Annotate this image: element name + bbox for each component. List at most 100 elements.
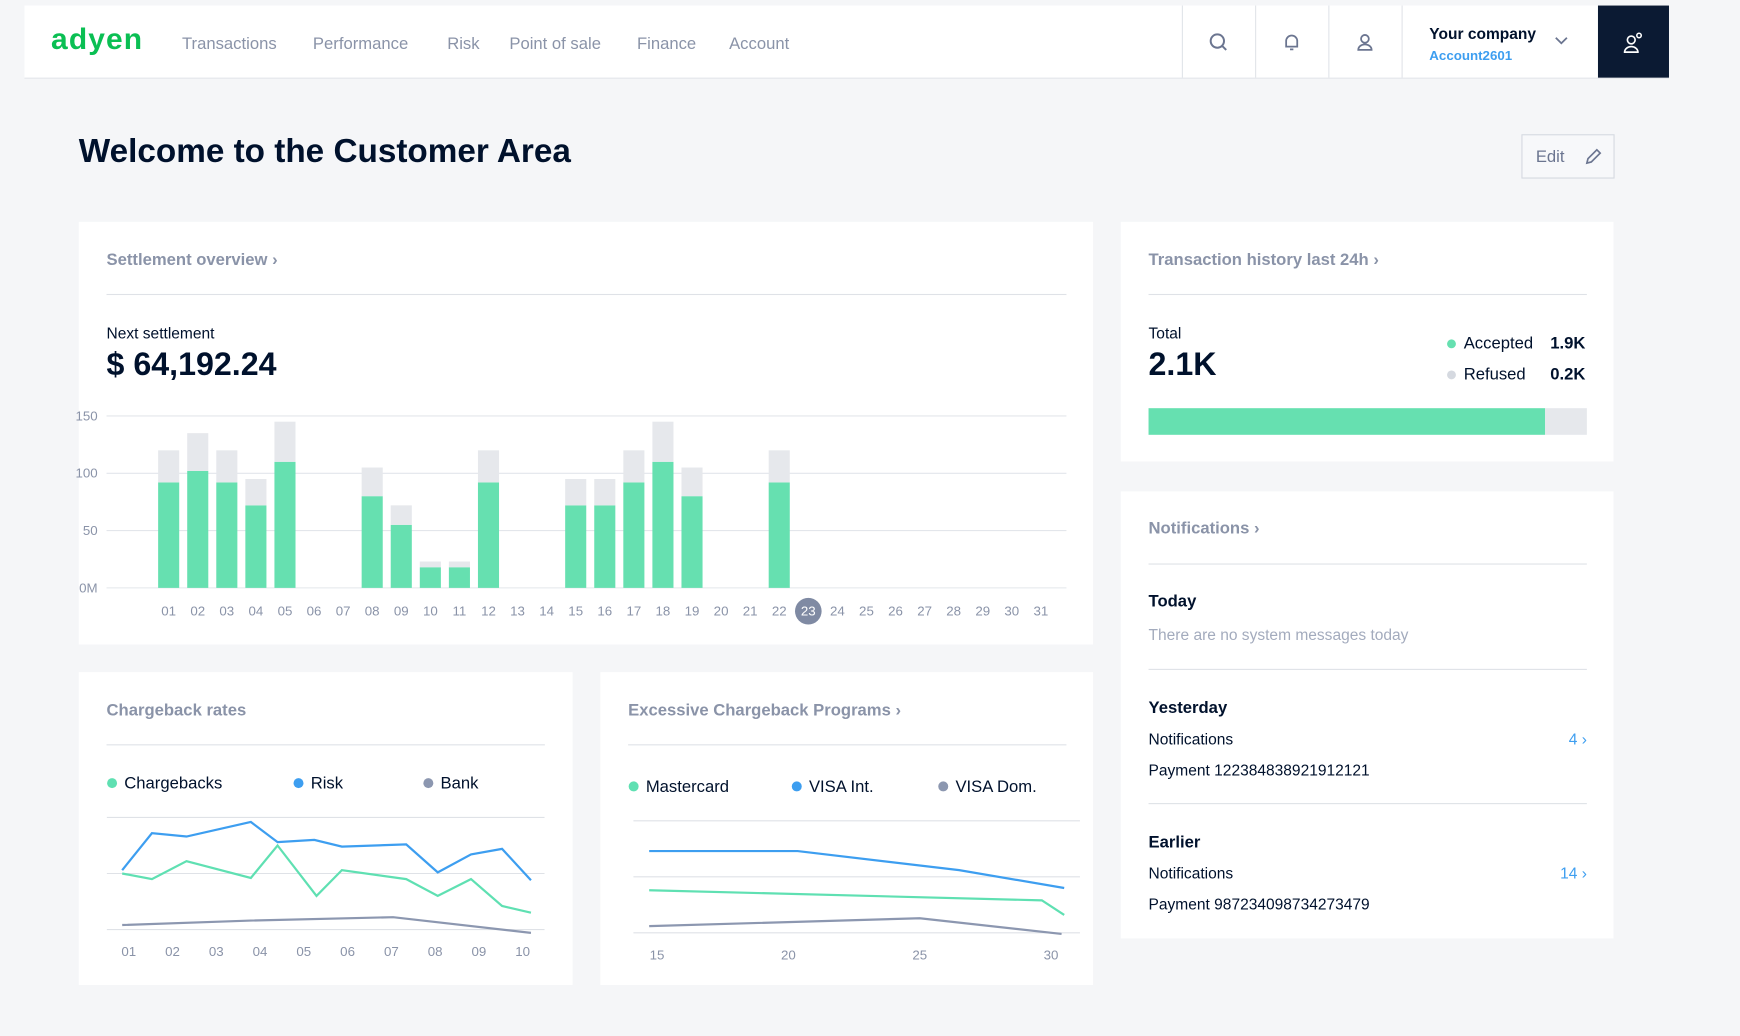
page-title: Welcome to the Customer Area bbox=[78, 133, 571, 170]
x-tick-label: 01 bbox=[121, 944, 136, 959]
bar-segment bbox=[768, 482, 790, 588]
legend-label: Risk bbox=[311, 774, 344, 793]
nav-item[interactable]: Finance bbox=[636, 34, 697, 54]
nav-item[interactable]: Account bbox=[729, 34, 790, 54]
section-heading: Earlier bbox=[1148, 833, 1201, 852]
x-tick-label: 22 bbox=[772, 604, 787, 619]
y-tick-label: 100 bbox=[75, 466, 97, 481]
x-tick-label: 07 bbox=[384, 944, 399, 959]
section-heading: Today bbox=[1148, 592, 1197, 612]
profile-button[interactable] bbox=[1597, 5, 1669, 78]
dropdown-icon[interactable] bbox=[1554, 34, 1570, 47]
x-tick-label: 03 bbox=[219, 604, 234, 619]
bar-segment bbox=[594, 505, 616, 588]
search-icon[interactable] bbox=[1207, 31, 1229, 53]
legend-dot bbox=[293, 778, 304, 789]
series-line bbox=[649, 889, 1065, 916]
edit-label: Edit bbox=[1535, 147, 1565, 167]
notifications-card bbox=[1120, 491, 1614, 939]
legend-label: Bank bbox=[441, 774, 480, 793]
legend-dot bbox=[628, 781, 639, 792]
notification-count[interactable]: 14 › bbox=[1560, 864, 1587, 882]
card-title[interactable]: Notifications › bbox=[1148, 519, 1260, 538]
company-name[interactable]: Your company bbox=[1429, 24, 1537, 43]
bar-segment bbox=[565, 478, 587, 506]
separator bbox=[1181, 5, 1183, 78]
bar-segment bbox=[187, 470, 209, 588]
bar-segment bbox=[419, 567, 441, 588]
account-name[interactable]: Account2601 bbox=[1429, 47, 1513, 64]
x-tick-label: 17 bbox=[626, 604, 641, 619]
x-tick-label: 16 bbox=[597, 604, 612, 619]
x-tick-label: 01 bbox=[161, 604, 176, 619]
x-tick-label: 26 bbox=[888, 604, 903, 619]
y-tick-label: 50 bbox=[83, 523, 98, 538]
bar-segment bbox=[158, 482, 180, 588]
card-title: Chargeback rates bbox=[106, 701, 247, 720]
card-title[interactable]: Excessive Chargeback Programs › bbox=[628, 701, 902, 720]
x-tick-label: 20 bbox=[781, 947, 796, 962]
profile-icon bbox=[1623, 32, 1643, 53]
divider bbox=[106, 744, 545, 746]
x-tick-label: 08 bbox=[428, 944, 443, 959]
section-label: Notifications bbox=[1148, 729, 1234, 748]
total-label: Total bbox=[1148, 323, 1182, 342]
x-tick-label: 02 bbox=[165, 944, 180, 959]
section-heading: Yesterday bbox=[1148, 698, 1228, 718]
x-tick-label: 11 bbox=[453, 604, 467, 619]
logo[interactable]: adyen bbox=[51, 22, 144, 56]
legend-dot bbox=[1447, 339, 1456, 349]
bar-segment bbox=[448, 567, 470, 588]
notification-count[interactable]: 4 › bbox=[1568, 729, 1587, 748]
card-title[interactable]: Transaction history last 24h › bbox=[1148, 250, 1379, 270]
legend-dot bbox=[938, 781, 949, 792]
bar-segment bbox=[216, 482, 238, 588]
settlement-label: Next settlement bbox=[106, 323, 215, 342]
series-line bbox=[121, 843, 532, 914]
x-tick-label: 09 bbox=[394, 604, 409, 619]
y-tick-label: 0M bbox=[79, 580, 97, 595]
divider bbox=[1148, 293, 1587, 296]
bar-segment bbox=[448, 561, 470, 568]
edit-button[interactable]: Edit bbox=[1521, 134, 1615, 179]
bell-icon[interactable] bbox=[1281, 31, 1303, 53]
separator bbox=[1401, 5, 1403, 78]
x-tick-label: 23 bbox=[801, 604, 816, 619]
bar-segment bbox=[681, 496, 703, 588]
legend-label: Accepted bbox=[1463, 333, 1534, 353]
x-tick-label: 25 bbox=[912, 947, 927, 962]
nav-item[interactable]: Performance bbox=[312, 34, 409, 54]
top-nav bbox=[24, 5, 1669, 79]
x-tick-label: 05 bbox=[296, 944, 311, 959]
x-tick-label: 24 bbox=[830, 604, 845, 619]
series-line bbox=[122, 916, 532, 934]
x-tick-label: 31 bbox=[1033, 604, 1048, 619]
x-tick-label: 15 bbox=[650, 947, 665, 962]
x-tick-label: 06 bbox=[340, 944, 355, 959]
x-tick-label: 25 bbox=[859, 604, 874, 619]
nav-item[interactable]: Point of sale bbox=[509, 34, 601, 54]
x-tick-label: 10 bbox=[423, 604, 438, 619]
user-icon[interactable] bbox=[1354, 31, 1376, 53]
bar-segment bbox=[216, 450, 238, 483]
bar-segment bbox=[477, 450, 500, 483]
x-tick-label: 03 bbox=[209, 944, 224, 959]
x-tick-label: 27 bbox=[917, 604, 932, 619]
section-detail: Payment 987234098734273479 bbox=[1148, 895, 1370, 913]
series-line bbox=[121, 820, 532, 881]
legend-label: Mastercard bbox=[646, 777, 729, 796]
bar-segment bbox=[390, 505, 412, 525]
nav-item[interactable]: Transactions bbox=[181, 34, 277, 54]
card-title[interactable]: Settlement overview › bbox=[106, 250, 278, 270]
separator bbox=[1255, 5, 1257, 78]
bar-segment bbox=[274, 421, 296, 462]
x-tick-label: 02 bbox=[190, 604, 205, 619]
section-detail: Payment 122384838921912121 bbox=[1148, 760, 1370, 779]
nav-item[interactable]: Risk bbox=[447, 34, 480, 54]
x-tick-label: 04 bbox=[253, 944, 268, 959]
x-tick-label: 06 bbox=[307, 604, 322, 619]
legend-dot bbox=[791, 781, 802, 792]
edit-icon bbox=[1585, 148, 1602, 165]
